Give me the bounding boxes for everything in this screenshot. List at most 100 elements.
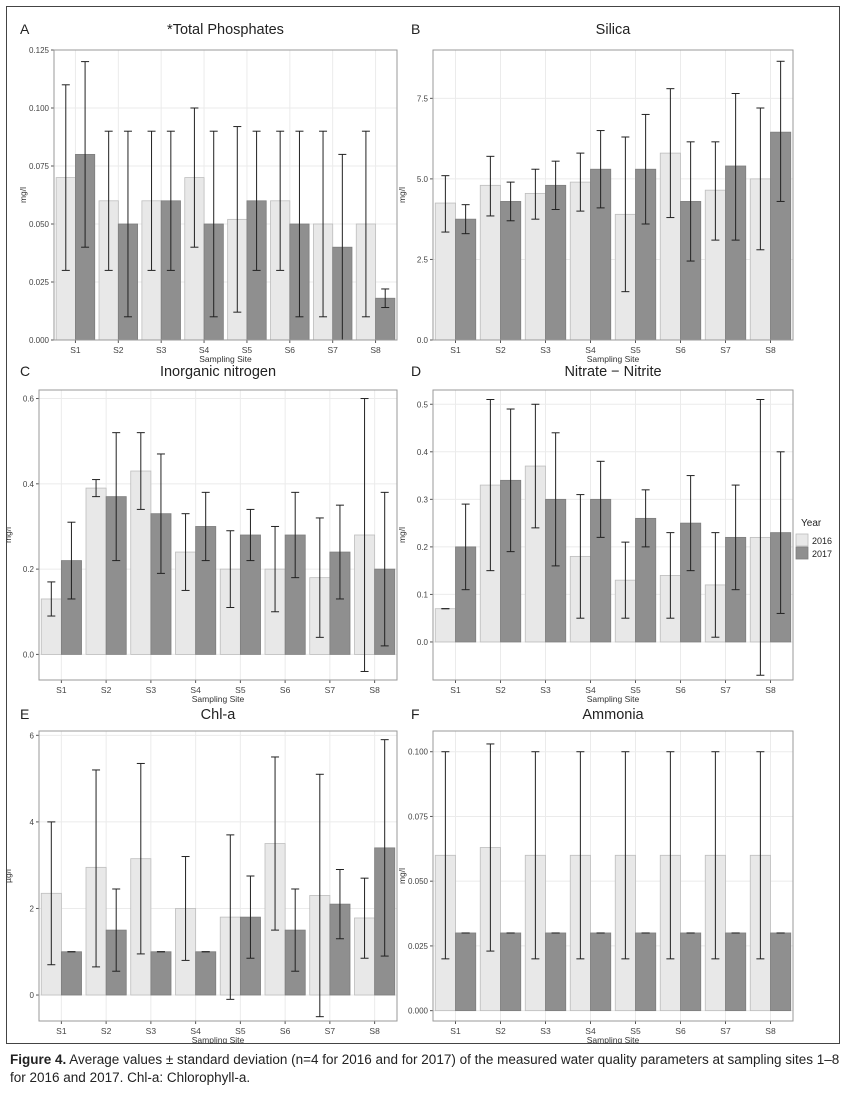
panel-b: B Silica 0.0 2.5 5.0 7.5 S1 S2 S3 S4 S5 S6 S7 S8 Sampl… (397, 21, 794, 364)
error-bar-2016-s7 (315, 773, 324, 1018)
bar-2017-s7 (725, 932, 747, 1012)
error-bar-2017-s2 (123, 130, 132, 318)
figure-frame: A *Total Phosphates 0.000 0.025 0.050 0.075 0.… (3, 6, 840, 1045)
plot-border (38, 730, 398, 1022)
y-tick-label: 2 (30, 904, 35, 913)
error-bar-2017-s5 (252, 130, 261, 271)
error-bar-2016-s4 (576, 494, 585, 619)
x-axis-label: Sampling Site (192, 1035, 245, 1043)
panel-letter: F (411, 706, 420, 722)
error-bar-2016-s1 (61, 84, 70, 271)
error-bar-2016-s4 (576, 751, 585, 960)
error-bar-2016-s2 (486, 743, 495, 952)
error-bar-2017-s4 (201, 491, 210, 562)
x-tick-label: S5 (242, 345, 253, 355)
x-axis-label: Sampling Site (199, 354, 252, 364)
error-bar-2016-s8 (756, 107, 765, 251)
x-tick-label: S2 (495, 345, 506, 355)
error-bar-2016-s7 (711, 532, 720, 638)
error-bar-2016-s6 (666, 532, 675, 619)
plot-border (53, 49, 398, 341)
y-axis-label: mg/l (397, 527, 407, 543)
panel-letter: D (411, 363, 421, 379)
y-tick-label: 4 (30, 818, 35, 827)
x-tick-label: S6 (675, 345, 686, 355)
x-tick-label: S5 (235, 1026, 246, 1036)
error-bar-2017-s5 (641, 113, 650, 225)
y-tick-label: 0.2 (417, 543, 429, 552)
error-bar-2017-s3 (156, 453, 165, 574)
x-axis-label: Sampling Site (587, 1035, 640, 1043)
error-bar-2016-s8 (360, 877, 369, 959)
error-bar-2016-s6 (666, 88, 675, 219)
bar-2017-s4 (195, 951, 217, 996)
error-bar-2017-s2 (112, 888, 121, 972)
error-bar-2017-s2 (112, 432, 121, 562)
y-tick-label: 0.025 (408, 942, 429, 951)
x-tick-label: S3 (146, 685, 157, 695)
error-bar-2016-s8 (756, 399, 765, 676)
y-tick-label: 0.025 (29, 278, 50, 287)
error-bar-2017-s8 (380, 739, 389, 957)
error-bar-2016-s5 (621, 541, 630, 619)
error-bar-2017-s3 (166, 130, 175, 271)
y-tick-label: 0.100 (29, 104, 50, 113)
panel-letter: E (20, 706, 29, 722)
error-bar-2016-s3 (531, 403, 540, 529)
bar-2017-s4 (590, 932, 612, 1012)
y-tick-label: 0.5 (417, 400, 429, 409)
error-bar-2016-s7 (319, 130, 328, 318)
x-tick-label: S4 (199, 345, 210, 355)
x-tick-label: S8 (370, 345, 381, 355)
error-bar-2017-s2 (506, 181, 515, 222)
bar-2017-s5 (635, 932, 657, 1012)
error-bar-2016-s4 (181, 856, 190, 961)
legend-swatch-2017 (795, 546, 809, 560)
error-bar-2016-s1 (441, 175, 450, 233)
y-tick-label: 0.075 (29, 162, 50, 171)
error-bar-2017-s8 (381, 288, 390, 309)
chart-title: *Total Phosphates (167, 22, 284, 38)
error-bar-2017-s1 (461, 503, 470, 591)
error-bar-2017-s7 (731, 484, 740, 591)
error-bar-2017-s2 (506, 408, 515, 553)
x-tick-label: S2 (101, 1026, 112, 1036)
panel-f: F Ammonia 0.000 0.025 0.050 0.075 0.100 S1 S2 S3 S… (397, 706, 794, 1045)
error-bar-2016-s4 (190, 107, 199, 248)
x-tick-label: S1 (450, 1026, 461, 1036)
plot-border (432, 389, 794, 681)
chart-title: Ammonia (582, 707, 644, 723)
error-bar-2017-s4 (596, 460, 605, 538)
error-bar-2016-s5 (226, 530, 235, 608)
error-bar-2017-s3 (551, 160, 560, 210)
x-axis-label: Sampling Site (587, 354, 640, 364)
error-bar-2016-s4 (576, 152, 585, 212)
x-tick-label: S7 (325, 685, 336, 695)
error-bar-2017-s7 (335, 869, 344, 940)
legend-label-2017: 2017 (812, 549, 832, 559)
error-bar-2016-s6 (666, 751, 675, 960)
plot-border (38, 389, 398, 681)
caption-label: Figure 4. (10, 1052, 67, 1067)
error-bar-2017-s4 (209, 130, 218, 318)
y-tick-label: 0.125 (29, 46, 50, 55)
x-tick-label: S3 (540, 685, 551, 695)
panel-letter: C (20, 363, 30, 379)
error-bar-2017-s5 (246, 875, 255, 959)
figure-canvas: A *Total Phosphates 0.000 0.025 0.050 0.075 0.… (3, 21, 832, 1045)
x-axis-label: Sampling Site (192, 694, 245, 704)
error-bar-2017-s5 (641, 489, 650, 548)
y-tick-label: 0.0 (417, 638, 429, 647)
error-bar-2016-s3 (531, 751, 540, 960)
panel-d: D Nitrate − Nitrite 0.0 0.1 0.2 0.3 0.4 0.5 S1 S2… (397, 363, 794, 704)
error-bar-2017-s4 (596, 130, 605, 209)
error-bar-2016-s3 (136, 432, 145, 510)
y-tick-label: 0.100 (408, 748, 429, 757)
legend-title: Year (801, 518, 822, 529)
error-bar-2017-s5 (246, 508, 255, 562)
x-tick-label: S1 (450, 685, 461, 695)
chart-title: Nitrate − Nitrite (564, 364, 661, 380)
y-axis-label: mg/l (397, 868, 407, 884)
x-tick-label: S6 (280, 1026, 291, 1036)
panel-letter: B (411, 21, 420, 37)
